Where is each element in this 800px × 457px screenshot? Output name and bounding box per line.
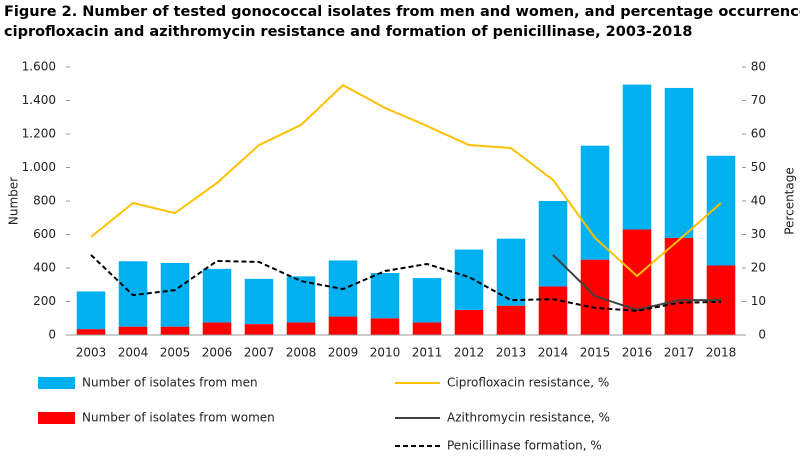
bar (160, 262, 190, 327)
bar (580, 145, 610, 260)
y2-tick-label: 60 (751, 127, 766, 141)
bar (454, 309, 484, 335)
bar (202, 268, 232, 323)
y-tick-label: 1.200 (22, 127, 56, 141)
bar (664, 87, 694, 238)
bar (244, 278, 274, 325)
bar (496, 305, 526, 335)
bar (244, 324, 274, 335)
y2-axis-label: Percentage (783, 167, 797, 235)
bar (370, 273, 400, 319)
x-tick-label: 2016 (622, 346, 653, 360)
bar (118, 326, 148, 335)
y-tick-label: 1.000 (22, 160, 56, 174)
x-tick-label: 2004 (118, 346, 149, 360)
line (552, 254, 721, 311)
line (90, 83, 722, 278)
bar (202, 322, 232, 335)
y-tick-label: 600 (33, 227, 56, 241)
y2-tick-label: 80 (751, 60, 766, 74)
x-tick-label: 2017 (664, 346, 695, 360)
legend-swatch (38, 377, 75, 389)
y2-tick-label: 10 (751, 294, 766, 308)
bar (622, 229, 652, 335)
bar (76, 291, 106, 330)
y-tick-label: 400 (33, 261, 56, 275)
x-tick-label: 2003 (76, 346, 107, 360)
bar (286, 276, 316, 323)
legend-swatch (38, 412, 75, 424)
bar (160, 326, 190, 335)
chart-title: ciprofloxacin and azithromycin resistanc… (4, 24, 692, 40)
bar (454, 249, 484, 310)
x-tick-label: 2008 (286, 346, 317, 360)
x-tick-label: 2010 (370, 346, 401, 360)
bar (286, 322, 316, 335)
x-tick-label: 2014 (538, 346, 569, 360)
x-tick-label: 2013 (496, 346, 527, 360)
bar (370, 318, 400, 335)
x-tick-label: 2015 (580, 346, 611, 360)
legend-label: Number of isolates from men (82, 376, 258, 390)
x-tick-label: 2006 (202, 346, 233, 360)
legend-label: Azithromycin resistance, % (447, 411, 610, 425)
y2-tick-label: 30 (751, 227, 766, 241)
bar (622, 84, 652, 230)
x-tick-label: 2018 (706, 346, 737, 360)
y-axis-label: Number (7, 177, 21, 225)
bar (412, 322, 442, 335)
x-tick-label: 2005 (160, 346, 191, 360)
chart-title: Figure 2. Number of tested gonococcal is… (4, 4, 800, 20)
y-tick-label: 0 (48, 328, 56, 342)
legend-label: Ciprofloxacin resistance, % (447, 376, 609, 390)
x-tick-label: 2009 (328, 346, 359, 360)
x-tick-label: 2012 (454, 346, 485, 360)
y2-tick-label: 40 (751, 194, 766, 208)
bar (538, 201, 568, 287)
bar (328, 316, 358, 335)
y-tick-label: 200 (33, 294, 56, 308)
y2-tick-label: 70 (751, 93, 766, 107)
bar (664, 237, 694, 335)
x-tick-label: 2007 (244, 346, 275, 360)
y-tick-label: 800 (33, 194, 56, 208)
y-tick-label: 1.600 (22, 60, 56, 74)
y2-tick-label: 50 (751, 160, 766, 174)
y2-tick-label: 20 (751, 261, 766, 275)
bar (412, 278, 442, 323)
legend-label: Penicillinase formation, % (447, 439, 602, 453)
bar (580, 259, 610, 335)
bar (76, 329, 106, 335)
x-tick-label: 2011 (412, 346, 443, 360)
y2-tick-label: 0 (758, 328, 766, 342)
bar (538, 286, 568, 335)
y-tick-label: 1.400 (22, 93, 56, 107)
legend-label: Number of isolates from women (82, 411, 275, 425)
line (90, 254, 722, 312)
